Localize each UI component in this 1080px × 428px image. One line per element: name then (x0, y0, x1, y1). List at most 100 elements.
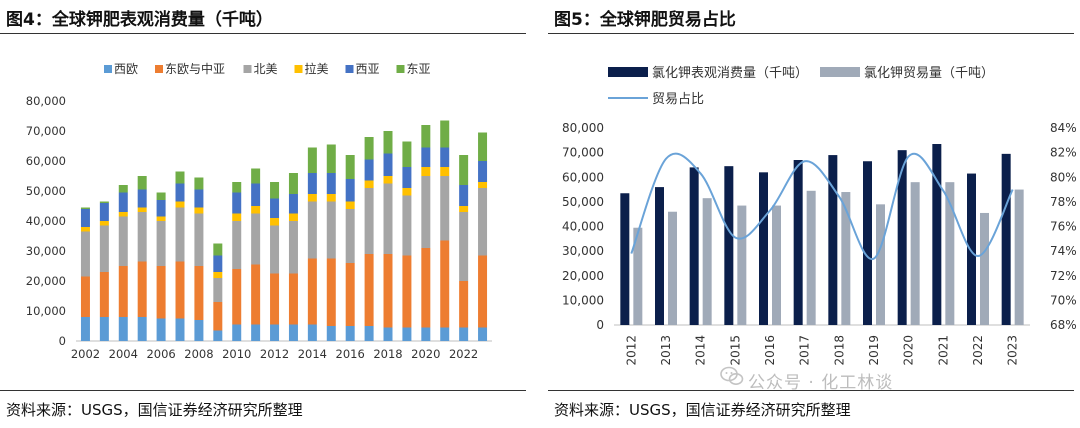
x-tick-label: 2018 (373, 347, 402, 361)
bar-segment (326, 194, 336, 202)
bar-segment (440, 176, 450, 241)
bar-segment (118, 192, 128, 212)
y2-tick-label: 82% (1050, 146, 1077, 160)
bar-segment (137, 212, 147, 262)
legend-label: 东欧与中亚 (165, 61, 225, 76)
bar (772, 205, 781, 325)
x-tick-label: 2020 (902, 335, 916, 366)
bar-segment (118, 317, 128, 341)
bar-segment (364, 326, 374, 341)
x-tick-label: 2006 (146, 347, 175, 361)
bar-segment (80, 207, 90, 209)
bar-segment (80, 317, 90, 341)
bar-segment (156, 216, 166, 221)
x-tick-label: 2002 (71, 347, 100, 361)
x-tick-label: 2010 (222, 347, 251, 361)
bar-segment (421, 327, 431, 341)
bar-segment (307, 324, 317, 341)
y2-tick-label: 80% (1050, 170, 1077, 184)
bar-segment (402, 255, 412, 328)
bar (633, 227, 643, 325)
bar (806, 190, 816, 325)
x-tick-label: 2012 (624, 335, 638, 366)
bar-segment (80, 209, 90, 227)
legend-swatch (243, 65, 252, 73)
legend-swatch (608, 67, 648, 77)
y-tick-label: 10,000 (562, 293, 604, 307)
legend-swatch (345, 65, 354, 73)
bar (910, 182, 920, 325)
legend-label: 西欧 (114, 62, 138, 76)
left-panel: 图4：全球钾肥表观消费量（千吨） 0 10,000 20,000 30,000 40,0… (0, 0, 532, 428)
y-tick-label: 40,000 (26, 214, 66, 228)
bar-segment (118, 216, 128, 266)
bar (876, 204, 885, 325)
bar-segment (421, 125, 431, 148)
x-tick-label: 2020 (411, 347, 440, 361)
legend-label: 东亚 (407, 62, 431, 76)
bar-segment (478, 161, 488, 182)
figure5-source: 资料来源：USGS，国信证券经济研究所整理 (554, 401, 851, 419)
bar-segment (156, 221, 166, 266)
y-tick-label: 20,000 (562, 269, 604, 283)
y2-tick-label: 68% (1050, 318, 1077, 332)
bar-segment (326, 326, 336, 341)
bar-segment (213, 278, 223, 302)
bar-segment (194, 266, 204, 320)
bar-segment (251, 168, 261, 184)
legend-label: 贸易占比 (652, 92, 704, 107)
bar-segment (478, 327, 488, 341)
bar-segment (307, 201, 317, 259)
y-tick-label: 80,000 (562, 121, 604, 135)
bar-segment (175, 201, 185, 208)
bar (1014, 189, 1024, 325)
bar-segment (232, 192, 242, 214)
bar-segment (345, 201, 355, 209)
bar-segment (345, 179, 355, 202)
bar-segment (118, 266, 128, 317)
y2-tick-label: 84% (1050, 121, 1077, 135)
bar (1001, 153, 1011, 325)
y-tick-label: 70,000 (562, 146, 604, 160)
bar-segment (251, 183, 261, 206)
bar-segment (307, 173, 317, 194)
y-tick-label: 0 (59, 334, 66, 348)
x-tick-label: 2023 (1006, 335, 1020, 366)
bar-segment (118, 212, 128, 217)
legend-label: 北美 (254, 62, 278, 76)
bar-segment (232, 324, 242, 341)
y-tick-label: 30,000 (26, 244, 66, 258)
bar-segment (478, 255, 488, 328)
bar-segment (213, 255, 223, 272)
figure5-title: 图5：全球钾肥贸易占比 (554, 10, 736, 30)
bar-segment (232, 213, 242, 221)
bar-segment (345, 326, 355, 341)
bar-segment (137, 176, 147, 190)
bar-segment (270, 324, 280, 341)
bar-segment (137, 317, 147, 341)
bar-segment (99, 317, 109, 341)
bar-segment (459, 327, 469, 341)
bar (863, 161, 872, 325)
y2-tick-label: 78% (1050, 195, 1077, 209)
bar-segment (288, 221, 298, 274)
bar-segment (213, 330, 223, 341)
bar (945, 182, 955, 325)
bar (737, 205, 747, 325)
figure4-source: 资料来源：USGS，国信证券经济研究所整理 (6, 401, 303, 419)
watermark: 公众号 · 化工林谈 (748, 373, 894, 393)
bar-segment (307, 194, 317, 202)
bar-segment (80, 227, 90, 232)
y-tick-label: 80,000 (26, 94, 66, 108)
legend-swatch (294, 65, 303, 73)
bar-segment (383, 327, 393, 341)
x-tick-label: 2015 (728, 335, 742, 366)
y-tick-label: 10,000 (26, 304, 66, 318)
bar-segment (307, 147, 317, 173)
y-tick-label: 60,000 (26, 154, 66, 168)
bar-segment (478, 188, 488, 256)
trade-share-line (630, 152, 1014, 260)
bar-segment (421, 167, 431, 176)
bar-segment (440, 120, 450, 148)
bar-segment (440, 167, 450, 176)
